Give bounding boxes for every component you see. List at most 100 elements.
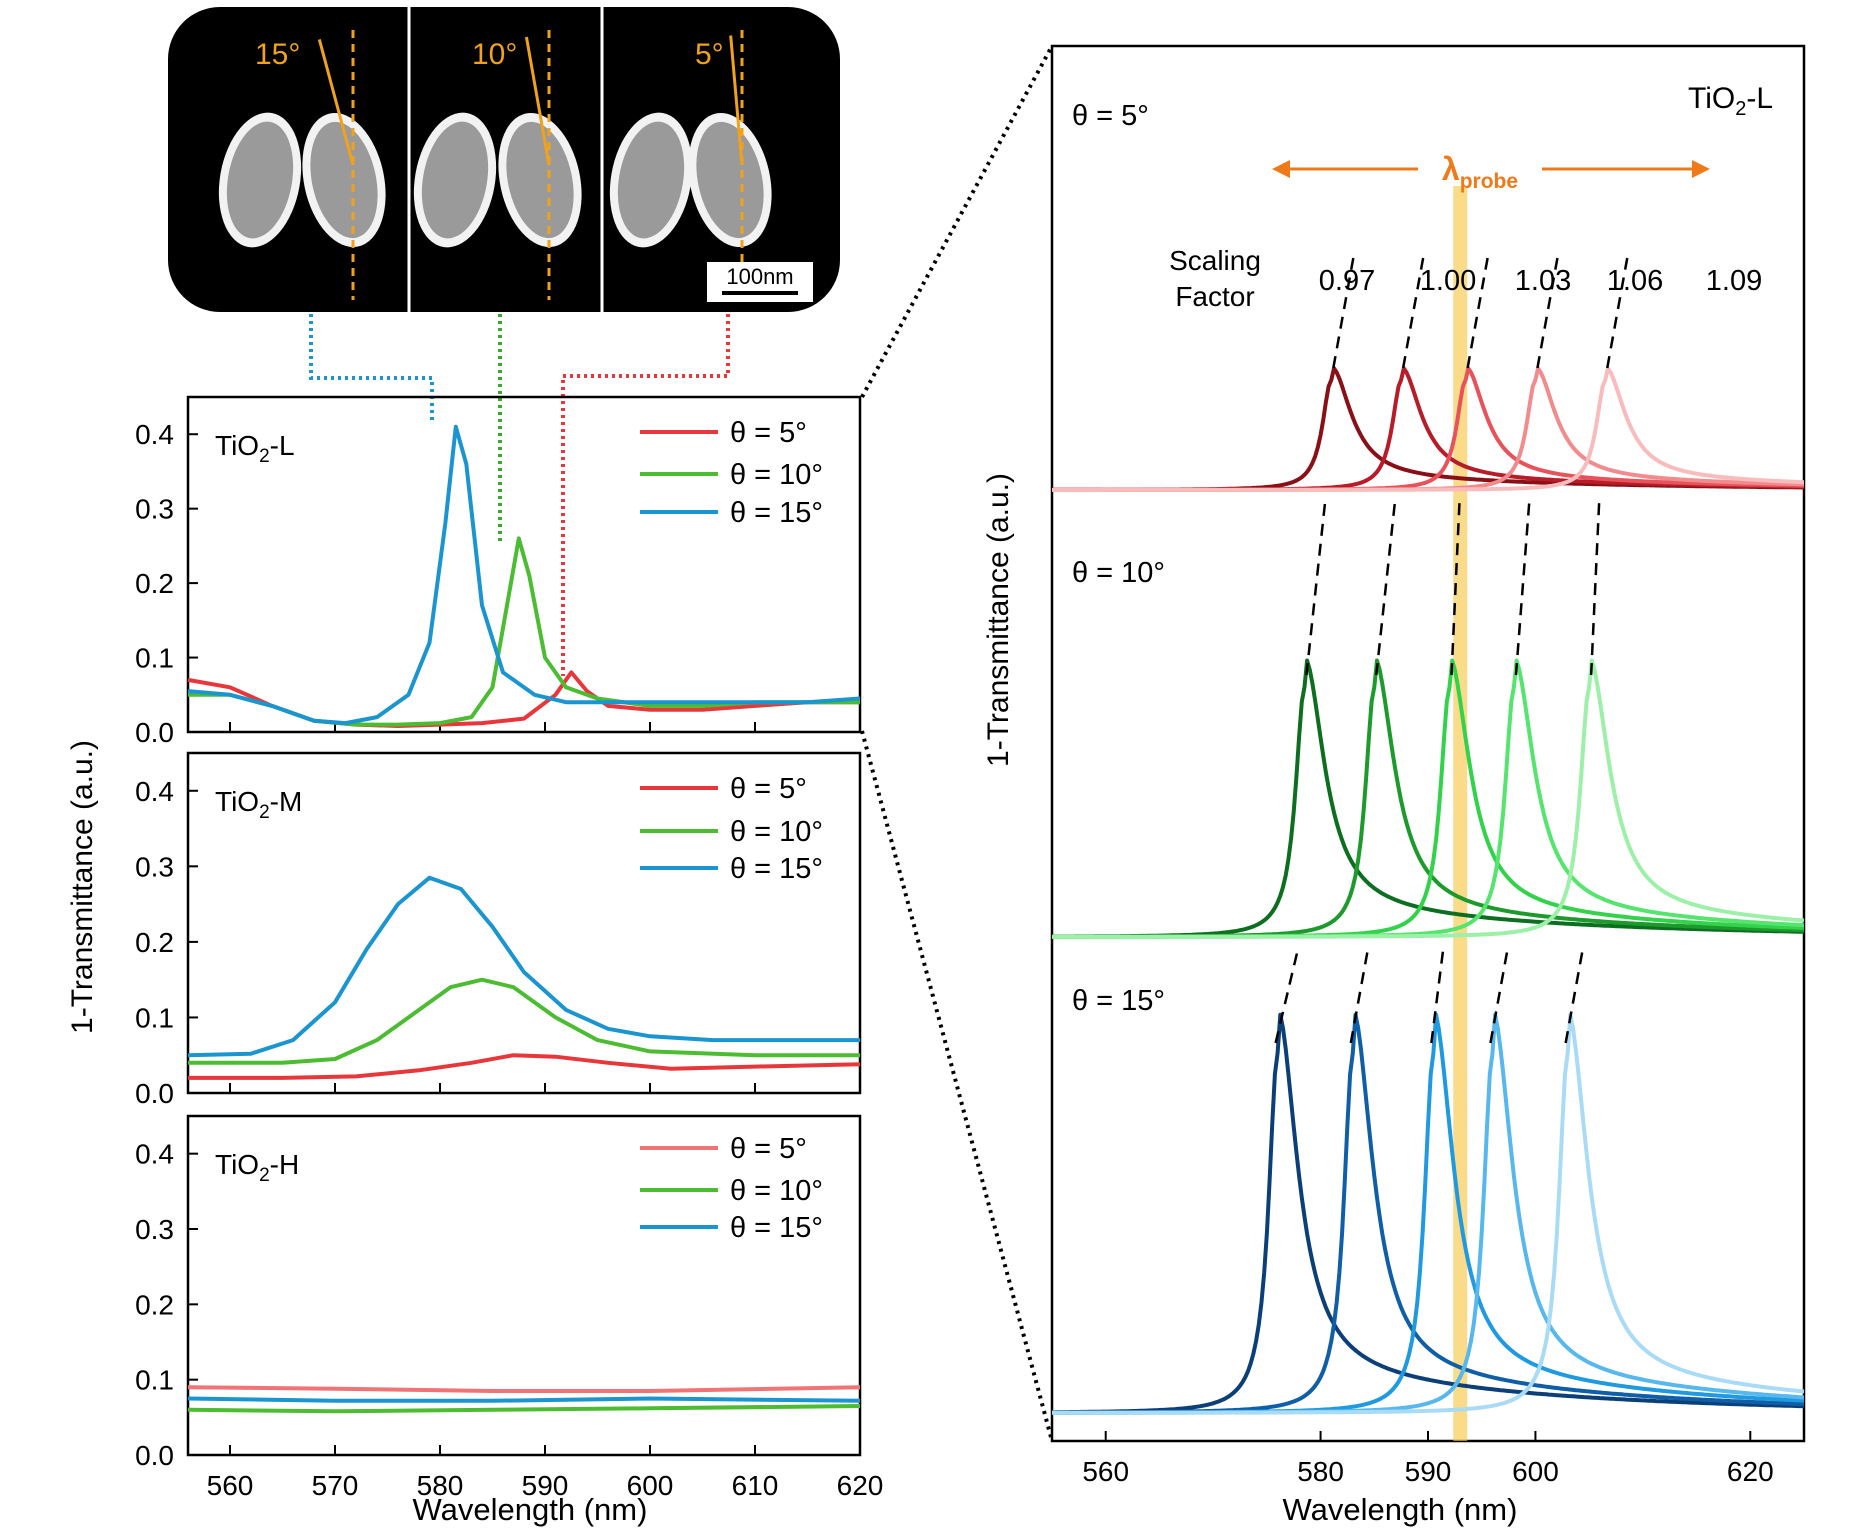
connector-5deg (561, 314, 730, 676)
sem-angle-label: 5° (695, 38, 724, 71)
spectrum-line (1052, 1012, 1805, 1415)
series-line (188, 977, 860, 1065)
guide-line (1349, 946, 1370, 1044)
y-tick-label: 0.4 (135, 419, 174, 450)
nanoparticle (218, 112, 302, 248)
particle-core (421, 121, 489, 239)
nanoparticle (609, 112, 693, 248)
particle-core (310, 121, 378, 239)
scaling-label: Factor (1175, 281, 1254, 312)
x-tick-label: 580 (417, 1470, 464, 1501)
spectrum-line (1052, 1012, 1805, 1415)
series-line (187, 1385, 861, 1393)
group-label: θ = 10° (1072, 557, 1165, 589)
left-panel-1: 0.0 0.1 0.2 0.3 0.4 TiO2-L θ = 5° θ = 10° θ = 15… (135, 395, 862, 748)
spectrum-line (1052, 658, 1805, 939)
guide-line (1305, 499, 1327, 676)
x-tick-label: 620 (1727, 1456, 1774, 1487)
nanoparticle (498, 112, 582, 248)
legend-label: θ = 10° (730, 1175, 823, 1207)
legend-label: θ = 10° (730, 459, 823, 491)
series-line (188, 536, 860, 727)
group-label: θ = 15° (1072, 985, 1165, 1017)
legend-label: θ = 5° (730, 417, 807, 449)
panel-label: TiO2-M (215, 786, 302, 823)
panel-label: TiO2-H (215, 1149, 299, 1186)
series-line (187, 1404, 861, 1414)
spectra-group: θ = 5° (1052, 100, 1805, 492)
spectrum-line (1052, 658, 1805, 939)
series-line (187, 670, 860, 728)
legend-label: θ = 15° (730, 497, 823, 529)
nanoparticle (302, 112, 386, 248)
x-tick-label: 610 (732, 1470, 779, 1501)
zoom-line (860, 45, 1054, 398)
sem-angle-label: 10° (472, 38, 517, 71)
right-panel: 560 580 590 600 620 θ = 5° θ = 10° θ = 15° 0.97 1… (1050, 44, 1806, 1487)
x-tick-label: 560 (207, 1470, 254, 1501)
particle-axis-line (317, 39, 355, 166)
legend-label: θ = 15° (730, 1212, 823, 1244)
y-tick-label: 0.2 (135, 927, 174, 958)
legend-label: θ = 15° (730, 853, 823, 885)
particle-core (506, 121, 574, 239)
y-tick-label: 0.2 (135, 568, 174, 599)
plot-frame (186, 395, 862, 734)
x-tick-label: 600 (627, 1470, 674, 1501)
legend-label: θ = 5° (730, 1133, 807, 1165)
sem-angle-label: 15° (255, 38, 300, 71)
guide-line (1274, 946, 1300, 1044)
guide-line (1489, 946, 1510, 1044)
x-tick-label: 590 (522, 1470, 569, 1501)
y-tick-label: 0.3 (135, 494, 174, 525)
left-y-axis-label: 1-Transmittance (a.u.) (66, 740, 99, 1034)
guide-line (1514, 499, 1531, 676)
series-line (187, 1396, 861, 1403)
probe-arrowhead-right (1692, 160, 1710, 178)
left-panels: 0.0 0.1 0.2 0.3 0.4 TiO2-L θ = 5° θ = 10° θ = 15… (135, 395, 884, 1501)
plot-frame (1050, 44, 1806, 1443)
probe-arrowhead-left (1272, 160, 1290, 178)
legend-label: θ = 10° (730, 816, 823, 848)
spectrum-line (1052, 1012, 1805, 1415)
nanoparticle (413, 112, 497, 248)
y-tick-label: 0.1 (135, 643, 174, 674)
guide-line (1450, 499, 1461, 676)
left-panel-2: 0.0 0.1 0.2 0.3 0.4 TiO2-M θ = 5° θ = 10° θ = 15… (135, 751, 862, 1109)
scaling-factor-label: 1.06 (1607, 265, 1663, 297)
particle-core (226, 121, 294, 239)
nanoparticle (688, 112, 772, 248)
left-x-axis-label: Wavelength (nm) (413, 1492, 648, 1527)
guide-line (1430, 946, 1445, 1044)
y-tick-label: 0.0 (135, 1078, 174, 1109)
x-tick-label: 620 (837, 1470, 884, 1501)
spectrum-line (1052, 658, 1805, 939)
scaling-factor-label: 0.97 (1319, 265, 1375, 297)
particle-core (617, 121, 685, 239)
y-tick-label: 0.4 (135, 776, 174, 807)
spectrum-line (1052, 658, 1805, 939)
x-tick-label: 590 (1405, 1456, 1452, 1487)
series-line (187, 875, 860, 1058)
guide-line (1589, 499, 1601, 676)
scale-bar-label: 100nm (726, 264, 793, 289)
scaling-factor-label: 1.03 (1515, 265, 1571, 297)
y-tick-label: 0.1 (135, 1365, 174, 1396)
scaling-factor-label: 1.00 (1420, 265, 1476, 297)
scaling-label: Scaling (1169, 245, 1261, 276)
panel-label: TiO2-L (215, 430, 295, 467)
right-y-axis-label: 1-Transmittance (a.u.) (982, 473, 1015, 767)
particle-axis-line (729, 35, 744, 166)
sem-image: 15° 10° 5° 100nm (168, 7, 840, 312)
series-line (188, 1053, 861, 1080)
series-line (187, 424, 861, 726)
particle-core (696, 121, 764, 239)
guide-line (1564, 946, 1585, 1044)
probe-band (1453, 186, 1468, 1441)
y-tick-label: 0.2 (135, 1289, 174, 1320)
particle-axis-line (524, 36, 551, 166)
y-tick-label: 0.3 (135, 851, 174, 882)
y-tick-label: 0.0 (135, 717, 174, 748)
panel-label: TiO2-L (1688, 82, 1773, 120)
